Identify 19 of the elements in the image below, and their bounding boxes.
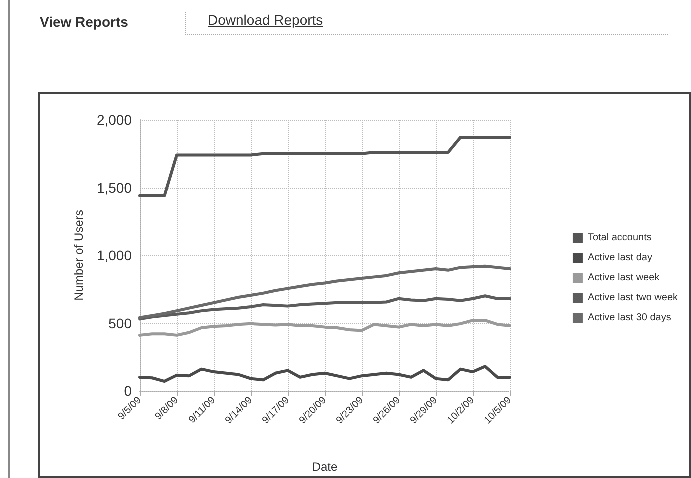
line-series [138, 294, 512, 321]
line-series [138, 264, 512, 320]
legend-label: Total accounts [588, 232, 652, 244]
legend-label: Active last week [588, 272, 661, 284]
legend-label: Active last two week [588, 292, 679, 304]
y-axis-title: Number of Users [72, 210, 86, 301]
y-tick-label: 1,500 [96, 180, 132, 196]
line-series [138, 365, 512, 384]
y-tick-label: 500 [108, 315, 132, 332]
y-tick-label: 2,000 [96, 112, 132, 128]
line-series [138, 319, 512, 337]
y-tick-label: 0 [124, 383, 132, 399]
text: Download Reports [185, 12, 668, 35]
legend-label: Active last day [588, 252, 652, 264]
x-axis-title: Date [312, 460, 338, 474]
legend-label: Active last 30 days [588, 312, 672, 324]
text: View Reports [40, 14, 128, 30]
line-series [138, 136, 512, 198]
y-tick-label: 1,000 [96, 248, 132, 264]
